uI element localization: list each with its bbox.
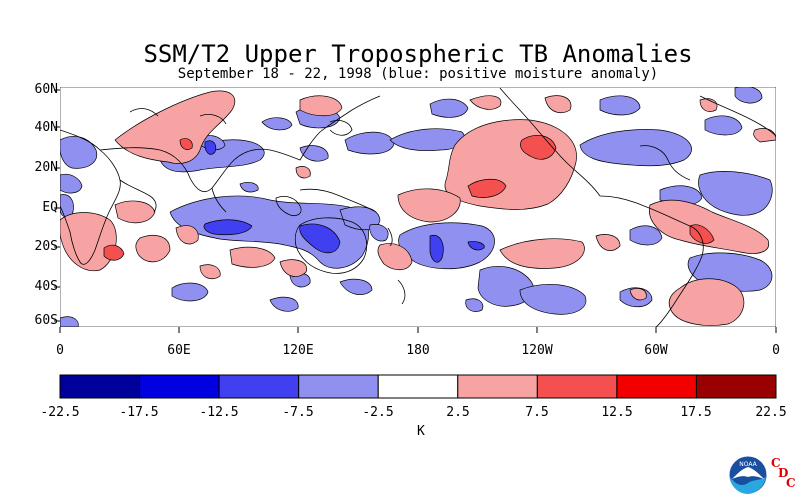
coastlines bbox=[60, 87, 776, 327]
colorbar-tick-label: 17.5 bbox=[680, 405, 712, 420]
colorbar-swatch bbox=[218, 374, 300, 399]
map-subtitle: September 18 - 22, 1998 (blue: positive … bbox=[177, 66, 659, 82]
lat-label: 20S bbox=[34, 239, 58, 254]
colorbar-tick-label: 12.5 bbox=[601, 405, 633, 420]
colorbar-tick-label: 2.5 bbox=[446, 405, 470, 420]
colorbar-swatch bbox=[377, 374, 459, 399]
cdc-letter: C bbox=[771, 456, 781, 470]
colorbar-swatch bbox=[59, 374, 141, 399]
lat-label: 60N bbox=[34, 82, 58, 97]
colorbar bbox=[59, 374, 777, 399]
lon-label: 120W bbox=[521, 343, 553, 358]
noaa-logo-text: NOAA bbox=[739, 461, 757, 468]
negative-anomaly-cores bbox=[203, 140, 485, 263]
axis-ticks bbox=[54, 89, 777, 333]
colorbar-swatch bbox=[298, 374, 379, 399]
lon-label: 60W bbox=[644, 343, 668, 358]
colorbar-swatch bbox=[139, 374, 220, 399]
lon-label: 120E bbox=[282, 343, 314, 358]
colorbar-swatch bbox=[457, 374, 538, 399]
colorbar-swatch bbox=[695, 374, 777, 399]
colorbar-unit: K bbox=[417, 424, 425, 439]
colorbar-swatch bbox=[616, 374, 697, 399]
lon-label: 0 bbox=[56, 343, 64, 358]
lon-label: 180 bbox=[406, 343, 430, 358]
cdc-letter: C bbox=[786, 476, 796, 490]
colorbar-tick-label: -2.5 bbox=[362, 405, 394, 420]
positive-anomaly-regions bbox=[60, 90, 776, 326]
lon-label: 60E bbox=[167, 343, 191, 358]
cdc-letter: D bbox=[778, 466, 789, 480]
colorbar-tick-label: -12.5 bbox=[199, 405, 239, 420]
lon-label: 0 bbox=[772, 343, 780, 358]
colorbar-tick-label: 7.5 bbox=[525, 405, 549, 420]
colorbar-swatch bbox=[536, 374, 618, 399]
lat-label: 20N bbox=[34, 160, 58, 175]
lat-label: 40S bbox=[34, 279, 58, 294]
lat-label: 60S bbox=[34, 313, 58, 328]
map-title: SSM/T2 Upper Tropospheric TB Anomalies bbox=[143, 40, 693, 68]
noaa-logo: NOAA bbox=[728, 455, 768, 495]
anomaly-field bbox=[60, 87, 776, 327]
colorbar-tick-label: -17.5 bbox=[119, 405, 159, 420]
colorbar-tick-label: -22.5 bbox=[40, 405, 80, 420]
colorbar-tick-label: -7.5 bbox=[282, 405, 314, 420]
lat-label: EQ bbox=[42, 200, 58, 215]
colorbar-tick-label: 22.5 bbox=[755, 405, 787, 420]
lat-label: 40N bbox=[34, 120, 58, 135]
